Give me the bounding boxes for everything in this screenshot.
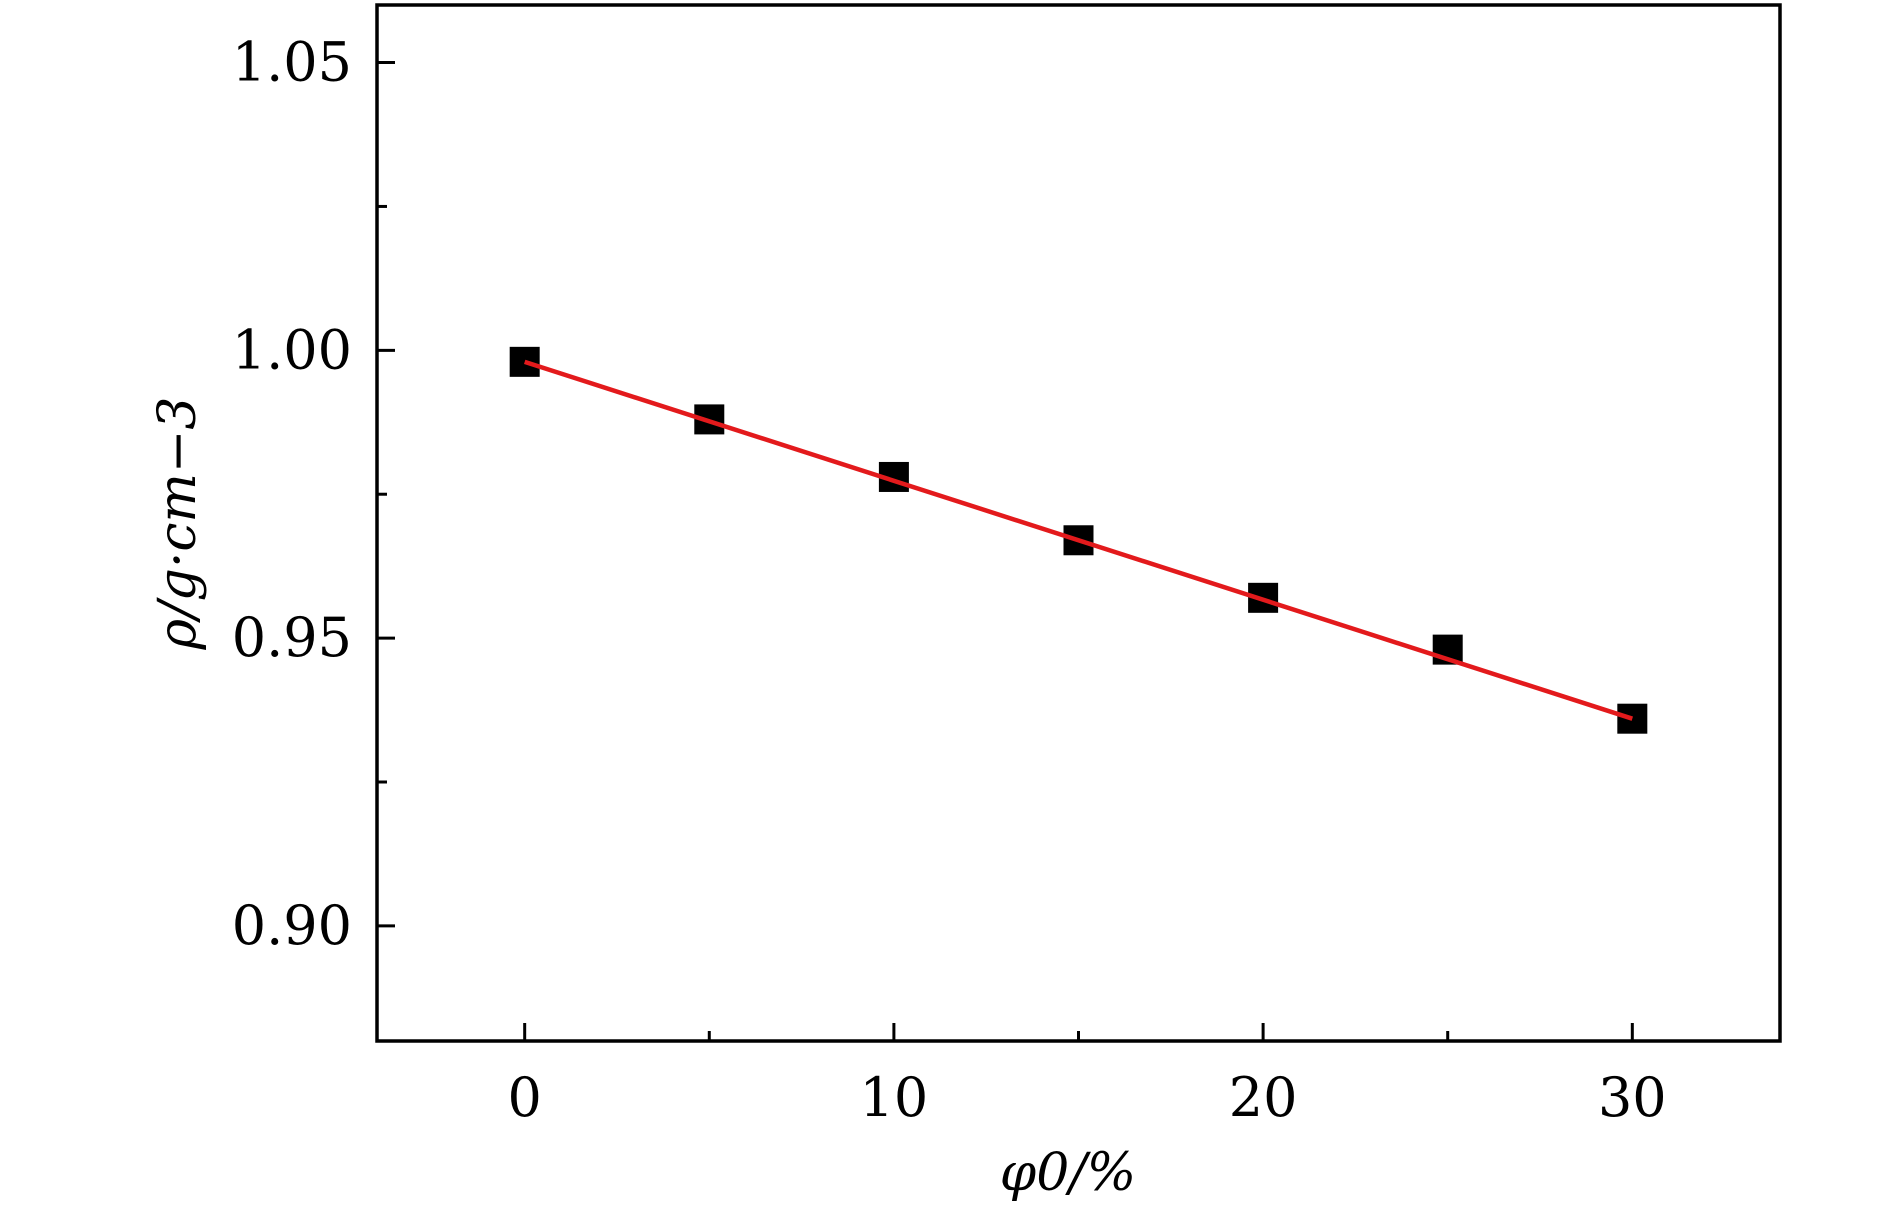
x-tick-label: 0: [508, 1066, 542, 1129]
x-tick-label: 30: [1598, 1066, 1667, 1129]
plot-frame: [375, 3, 1782, 1043]
x-tick-label: 20: [1229, 1066, 1298, 1129]
ticks: [377, 61, 1634, 1041]
x-axis-label: φ0/%: [1000, 1143, 1136, 1203]
y-tick-label: 0.90: [232, 894, 352, 957]
y-tick-label: 1.05: [232, 31, 352, 94]
fit-line: [523, 359, 1634, 721]
y-axis-label: ρ/g·cm−3: [148, 397, 208, 651]
x-tick-label: 10: [860, 1066, 929, 1129]
tick-labels: 0 10 20 30 0.90 0.95 1.00 1.05: [232, 31, 1667, 1129]
y-tick-label: 0.95: [232, 606, 352, 669]
y-tick-label: 1.00: [232, 318, 352, 381]
